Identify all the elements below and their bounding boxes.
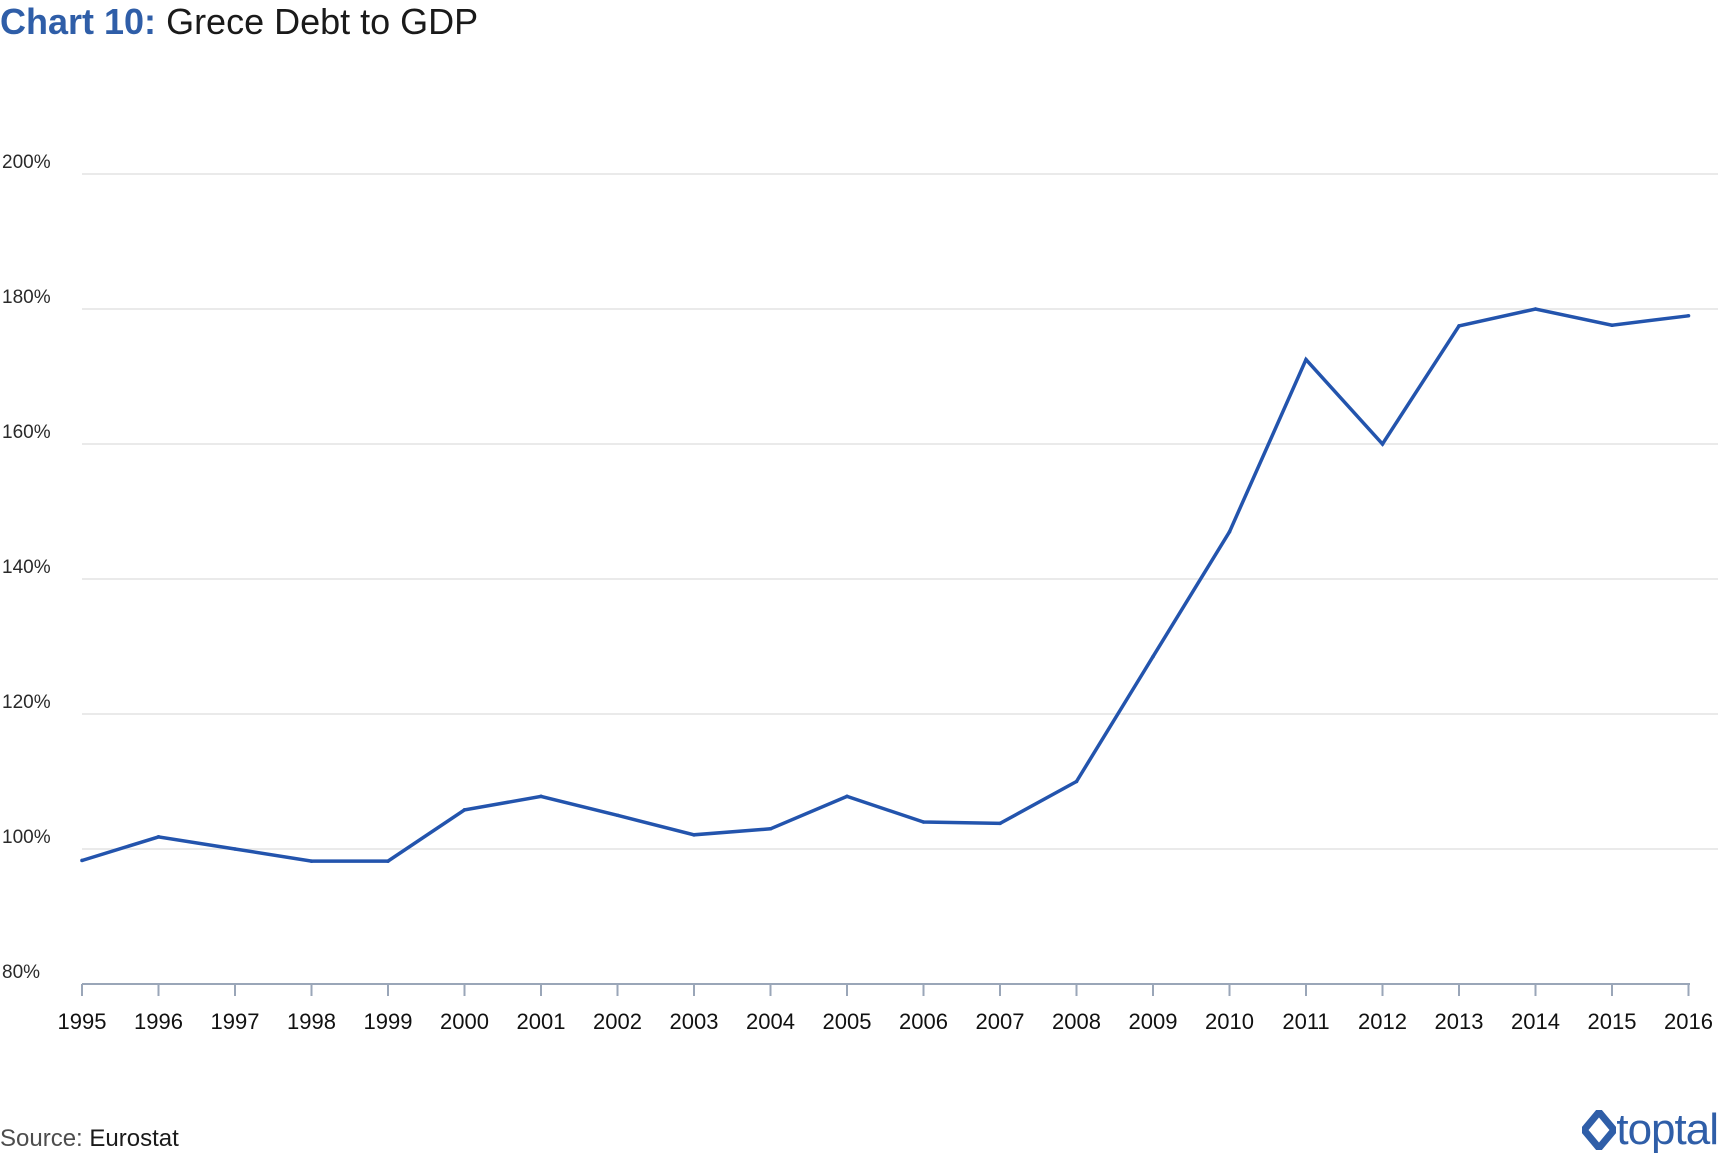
source-note: Source: Eurostat (0, 1124, 179, 1154)
chart-title: Chart 10: Grece Debt to GDP (0, 0, 478, 44)
data-point (1151, 654, 1155, 659)
x-tick-label: 1995 (58, 1009, 107, 1034)
data-point (1686, 313, 1691, 318)
x-tick-label: 1996 (134, 1009, 183, 1034)
x-tick-label: 2009 (1129, 1009, 1178, 1034)
y-tick-label: 120% (2, 692, 51, 713)
data-point (80, 858, 84, 863)
data-point (768, 826, 773, 831)
data-point (309, 859, 314, 863)
data-point (156, 835, 161, 839)
logo-wordmark: toptal (1616, 1105, 1719, 1154)
y-tick-label: 160% (2, 422, 51, 443)
x-axis: 1995 1996 1997 1998 1999 2000 2001 2002 2003 2004… (58, 983, 1713, 1034)
x-tick-label: 2013 (1435, 1009, 1484, 1034)
chart-title-main: Grece Debt to GDP (166, 1, 479, 42)
x-tick-label: 2011 (1282, 1009, 1329, 1034)
data-point (1380, 442, 1385, 446)
line-chart: 80% 100% 120% 140% 160% 180% 200% 1995 1996 1997… (2, 152, 1718, 1034)
series-lines (80, 307, 1691, 863)
x-tick-label: 2014 (1511, 1009, 1560, 1034)
data-point (1610, 323, 1614, 328)
data-point (921, 820, 926, 824)
data-point (998, 821, 1002, 826)
data-point (462, 808, 467, 812)
y-axis-tick-labels: 80% 100% 120% 140% 160% 180% 200% (2, 152, 51, 983)
chart-title-prefix: Chart 10: (0, 1, 157, 42)
x-tick-label: 1999 (364, 1009, 413, 1034)
x-tick-label: 1997 (211, 1009, 260, 1034)
x-tick-label: 2010 (1205, 1009, 1254, 1034)
x-tick-label: 2004 (746, 1009, 795, 1034)
y-tick-label: 180% (2, 287, 51, 308)
x-tick-label: 2007 (976, 1009, 1025, 1034)
y-tick-label: 100% (2, 827, 51, 848)
gridlines (82, 173, 1718, 850)
toptal-diamond-icon (1582, 1110, 1617, 1150)
y-tick-label: 200% (2, 152, 51, 173)
source-label: Source: (0, 1125, 83, 1152)
data-point (1074, 779, 1079, 784)
data-point (692, 833, 696, 837)
x-tick-label: 2008 (1052, 1009, 1101, 1034)
data-point (845, 794, 849, 799)
x-tick-label: 2012 (1358, 1009, 1407, 1034)
x-tick-label: 1998 (287, 1009, 336, 1034)
data-point (1457, 324, 1461, 328)
x-tick-label: 2005 (823, 1009, 872, 1034)
x-tick-label: 2002 (593, 1009, 642, 1034)
data-point (539, 794, 543, 799)
toptal-logo: toptal (1582, 1105, 1719, 1155)
source-value: Eurostat (89, 1125, 179, 1152)
x-tick-label: 2015 (1588, 1009, 1637, 1034)
data-point (1304, 357, 1308, 362)
x-tick-label: 2006 (899, 1009, 948, 1034)
data-point (1227, 529, 1232, 534)
x-tick-label: 2001 (517, 1009, 566, 1034)
y-tick-label: 140% (2, 557, 51, 578)
x-tick-label: 2016 (1664, 1009, 1713, 1034)
data-point (233, 847, 237, 851)
data-point (1533, 307, 1538, 311)
y-tick-label: 80% (2, 962, 40, 983)
x-tick-label: 2000 (440, 1009, 489, 1034)
x-tick-label: 2003 (670, 1009, 719, 1034)
data-point (615, 813, 620, 818)
data-point (386, 859, 390, 863)
series-line (81, 307, 1689, 863)
